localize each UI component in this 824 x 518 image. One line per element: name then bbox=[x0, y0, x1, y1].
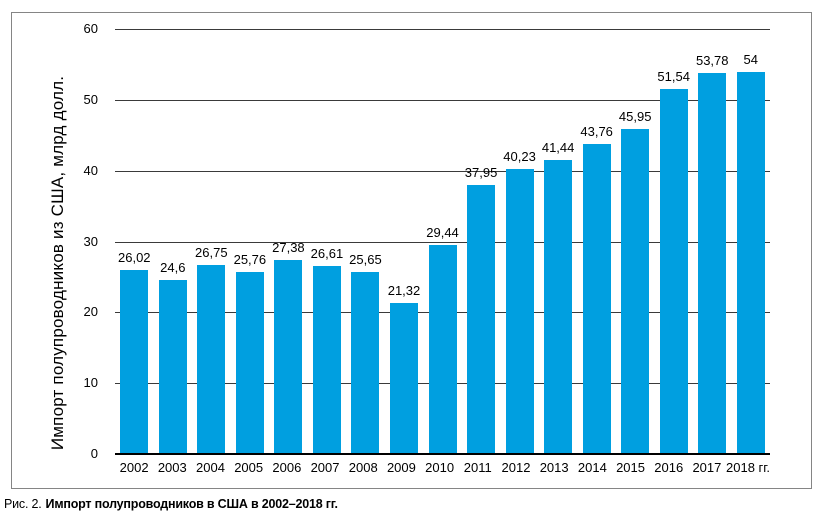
bar-slot: 54 bbox=[732, 29, 771, 454]
bar bbox=[544, 160, 573, 454]
bar bbox=[235, 271, 264, 454]
bar bbox=[582, 144, 611, 454]
bar-slot: 26,02 bbox=[115, 29, 154, 454]
bar-value-label: 41,44 bbox=[541, 140, 575, 156]
bar-slot: 51,54 bbox=[654, 29, 693, 454]
bar bbox=[467, 185, 496, 454]
bar-slot: 53,78 bbox=[693, 29, 732, 454]
bar-slot: 41,44 bbox=[539, 29, 578, 454]
bar-value-label: 27,38 bbox=[272, 240, 305, 256]
bar-value-label: 29,44 bbox=[426, 225, 459, 241]
gridline bbox=[115, 29, 770, 30]
bar-value-label: 51,54 bbox=[657, 68, 690, 84]
x-tick-label: 2017 bbox=[692, 460, 722, 475]
x-tick-label: 2005 bbox=[234, 460, 264, 475]
bar-value-label: 25,76 bbox=[233, 251, 267, 267]
x-tick-label: 2011 bbox=[463, 460, 492, 475]
bar-value-label: 25,65 bbox=[349, 252, 382, 268]
x-tick-label: 2016 bbox=[654, 460, 684, 475]
bar-value-label: 37,95 bbox=[464, 165, 498, 181]
caption-title: Импорт полупроводников в США в 2002–2018… bbox=[45, 497, 338, 511]
bar-value-label: 43,76 bbox=[580, 124, 613, 140]
x-tick-label: 2002 bbox=[119, 460, 149, 475]
figure-caption: Рис. 2. Импорт полупроводников в США в 20… bbox=[4, 497, 338, 511]
gridline bbox=[115, 170, 770, 172]
bar-value-label: 26,75 bbox=[195, 244, 228, 260]
bar-slot: 29,44 bbox=[423, 29, 462, 454]
y-tick-label: 60 bbox=[83, 21, 98, 36]
bar-slot: 25,65 bbox=[346, 29, 385, 454]
bar-value-label: 26,02 bbox=[117, 249, 151, 265]
bar bbox=[389, 302, 418, 454]
y-tick-label: 40 bbox=[83, 162, 98, 178]
bar-value-label: 54 bbox=[743, 51, 758, 67]
gridline bbox=[115, 99, 770, 101]
bars-container: 26,02 24,6 26,75 25,76 27,38 26,61 25,65 21,32 2… bbox=[115, 29, 770, 454]
bar-value-label: 26,61 bbox=[310, 245, 344, 261]
y-tick-label: 20 bbox=[83, 304, 98, 320]
bar bbox=[505, 169, 534, 454]
plot-area: 26,02 24,6 26,75 25,76 27,38 26,61 25,65 21,32 2… bbox=[115, 29, 770, 455]
y-axis-ticks: 60 50 40 30 20 10 0 bbox=[64, 13, 98, 488]
bar-slot: 26,61 bbox=[308, 29, 347, 454]
bar-value-label: 24,6 bbox=[160, 259, 186, 275]
x-tick-label: 2008 bbox=[348, 460, 378, 475]
bar bbox=[312, 265, 341, 454]
y-tick-label: 0 bbox=[90, 446, 98, 461]
y-tick-label: 10 bbox=[83, 375, 98, 391]
x-tick-label: 2012 bbox=[501, 460, 531, 475]
x-tick-label: 2003 bbox=[157, 460, 187, 475]
bar-slot: 43,76 bbox=[577, 29, 616, 454]
bar bbox=[274, 260, 303, 454]
x-axis-line bbox=[115, 453, 770, 455]
bar bbox=[351, 272, 380, 454]
bar-slot: 25,76 bbox=[231, 29, 270, 454]
bar-slot: 24,6 bbox=[154, 29, 193, 454]
bar bbox=[120, 269, 149, 454]
bar bbox=[736, 71, 765, 454]
bar-slot: 45,95 bbox=[616, 29, 655, 454]
x-tick-label: 2014 bbox=[577, 460, 607, 475]
gridline bbox=[115, 241, 770, 243]
x-tick-label: 2006 bbox=[272, 460, 302, 475]
bar-value-label: 40,23 bbox=[503, 149, 536, 165]
figure-frame: Импорт полупроводников из США, млрд долл… bbox=[11, 12, 812, 489]
x-tick-label: 2004 bbox=[196, 460, 225, 475]
x-axis-labels: 2002 2003 2004 2005 2006 2007 2008 2009 2010 2011… bbox=[115, 460, 770, 475]
x-tick-label: 2013 bbox=[539, 460, 569, 475]
bar-value-label: 53,78 bbox=[695, 53, 729, 69]
bar-value-label: 45,95 bbox=[618, 108, 652, 124]
x-tick-label: 2010 bbox=[425, 460, 455, 475]
bar-slot: 40,23 bbox=[500, 29, 539, 454]
x-tick-label: 2007 bbox=[310, 460, 340, 475]
x-tick-label: 2015 bbox=[616, 460, 645, 475]
bar bbox=[158, 279, 187, 454]
x-tick-label: 2009 bbox=[386, 460, 416, 475]
caption-number: Рис. 2. bbox=[4, 497, 42, 511]
bar bbox=[621, 128, 650, 454]
bar-slot: 37,95 bbox=[462, 29, 501, 454]
bar bbox=[698, 73, 727, 454]
y-tick-label: 50 bbox=[83, 91, 98, 107]
bar bbox=[197, 264, 226, 454]
bar bbox=[428, 245, 457, 454]
x-tick-label: 2018 гг. bbox=[726, 460, 771, 475]
y-tick-label: 30 bbox=[83, 233, 98, 249]
bar-value-label: 21,32 bbox=[387, 282, 421, 298]
bar-slot: 27,38 bbox=[269, 29, 308, 454]
bar-slot: 26,75 bbox=[192, 29, 231, 454]
bar bbox=[659, 88, 688, 454]
bar-slot: 21,32 bbox=[385, 29, 424, 454]
